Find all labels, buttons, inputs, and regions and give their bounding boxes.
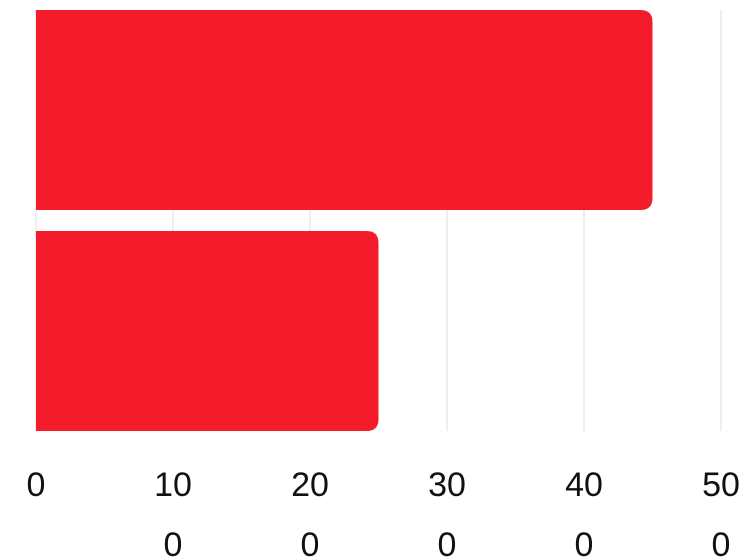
- x-tick-label: 200: [291, 466, 329, 559]
- x-tick-label: 100: [154, 466, 192, 559]
- x-tick-label: 400: [565, 466, 603, 559]
- x-tick-label: 500: [702, 466, 740, 559]
- bar: [36, 231, 379, 431]
- x-tick-label: 300: [428, 466, 466, 559]
- bar: [36, 10, 653, 210]
- x-tick-label: 0: [26, 466, 46, 504]
